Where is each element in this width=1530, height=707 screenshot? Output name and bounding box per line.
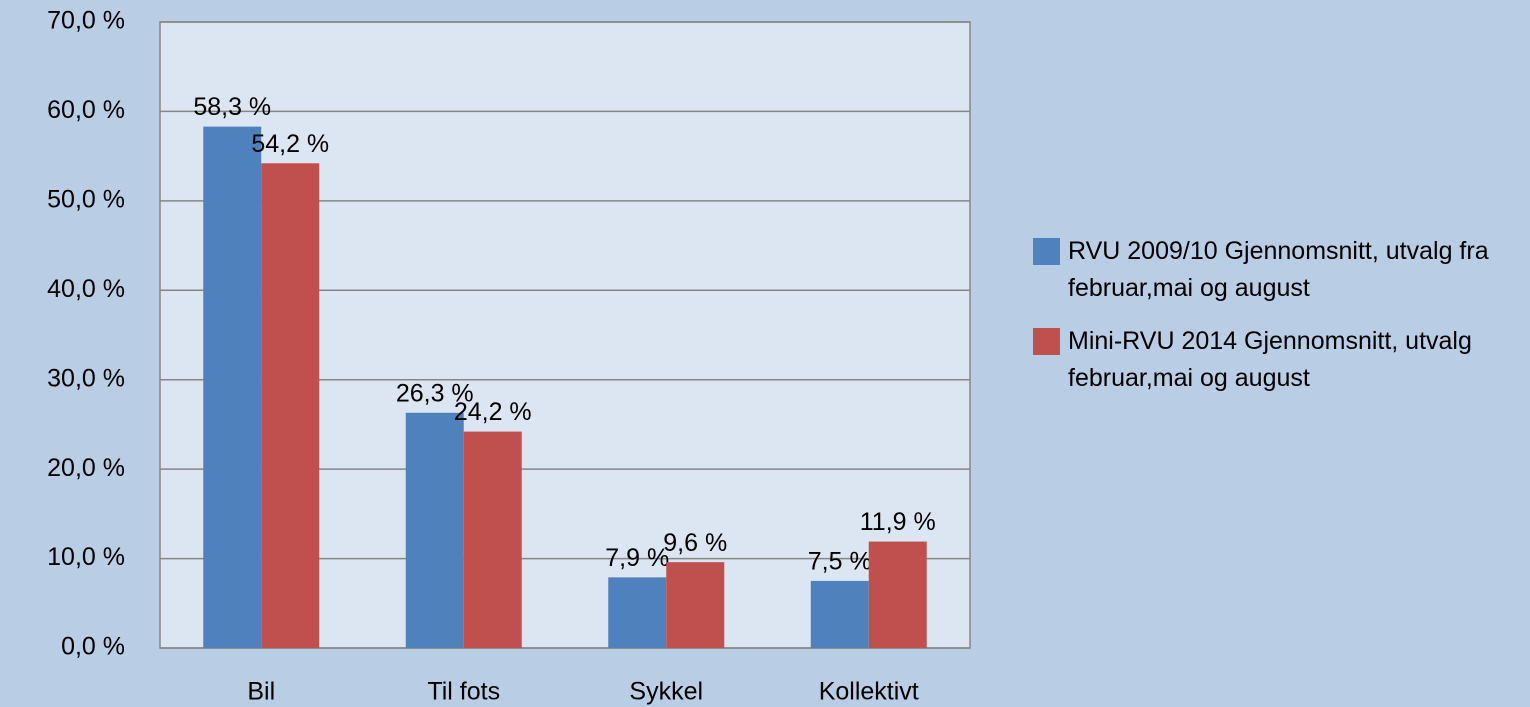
legend-label: RVU 2009/10 Gjennomsnitt, utvalg fra feb… xyxy=(1068,237,1489,302)
bar xyxy=(261,163,320,648)
data-label: 26,3 % xyxy=(396,379,474,407)
bar xyxy=(463,431,522,648)
data-label: 24,2 % xyxy=(454,398,532,426)
bar xyxy=(666,562,725,648)
data-label: 54,2 % xyxy=(251,130,329,158)
y-tick-label: 50,0 % xyxy=(47,185,125,213)
x-tick-label: Sykkel xyxy=(629,678,703,706)
legend-swatch xyxy=(1033,238,1060,265)
legend-swatch xyxy=(1033,328,1060,355)
data-label: 11,9 % xyxy=(860,508,936,536)
y-tick-label: 20,0 % xyxy=(47,454,125,482)
x-tick-label: Bil xyxy=(247,678,275,706)
y-tick-label: 60,0 % xyxy=(47,96,125,124)
bar xyxy=(203,126,262,649)
y-tick-label: 10,0 % xyxy=(47,543,125,571)
x-tick-label: Til fots xyxy=(427,678,500,706)
y-tick-label: 0,0 % xyxy=(61,633,125,661)
data-label: 7,9 % xyxy=(605,544,669,572)
chart: 0,0 % 10,0 % 20,0 % 30,0 % 40,0 % 50,0 % 60,0 … xyxy=(47,7,971,706)
legend-item: RVU 2009/10 Gjennomsnitt, utvalg fra feb… xyxy=(1033,233,1523,307)
x-tick-label: Kollektivt xyxy=(819,678,919,706)
data-label: 58,3 % xyxy=(193,93,271,121)
data-label: 9,6 % xyxy=(663,529,727,557)
legend: RVU 2009/10 Gjennomsnitt, utvalg fra feb… xyxy=(1033,233,1523,413)
legend-label: Mini-RVU 2014 Gjennomsnitt, utvalg febru… xyxy=(1068,327,1472,392)
y-tick-label: 40,0 % xyxy=(47,275,125,303)
bar xyxy=(868,541,927,648)
data-label: 7,5 % xyxy=(808,548,872,576)
bar xyxy=(810,580,869,648)
bar xyxy=(608,577,667,648)
legend-item: Mini-RVU 2014 Gjennomsnitt, utvalg febru… xyxy=(1033,323,1523,397)
bar xyxy=(405,412,464,648)
y-tick-label: 30,0 % xyxy=(47,364,125,392)
y-tick-label: 70,0 % xyxy=(47,7,125,35)
